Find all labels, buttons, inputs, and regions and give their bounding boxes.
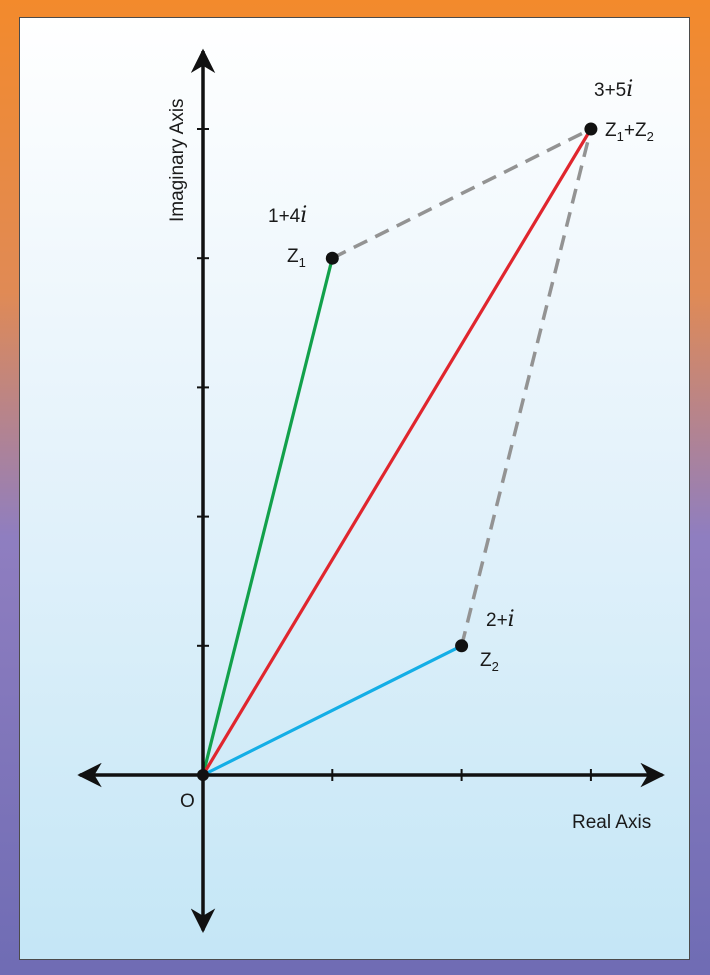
z1-letter: Z <box>287 246 299 267</box>
sum-imaginary-unit: i <box>626 77 633 102</box>
origin-label: O <box>180 791 195 812</box>
sum-value-number: 3+5 <box>594 80 626 101</box>
dashed-edge-z1-to-sum <box>331 127 592 260</box>
sum-letter-a: Z <box>605 120 617 141</box>
sum-letter-b: Z <box>635 120 647 141</box>
z1-value-label: 1+4i <box>268 203 307 228</box>
z2-value-number: 2+ <box>486 610 508 631</box>
dashed-edge-z2-to-sum <box>459 128 593 647</box>
z2-subscript: 2 <box>492 659 499 674</box>
point-z1 <box>325 251 339 265</box>
z1-value-number: 1+4 <box>268 206 301 227</box>
sum-name-label: Z1+Z2 <box>605 120 654 144</box>
z1-subscript: 1 <box>299 255 306 270</box>
z1-imaginary-unit: i <box>300 203 307 228</box>
z2-imaginary-unit: i <box>508 607 515 632</box>
vector-z2 <box>202 644 463 777</box>
origin-point <box>197 769 209 781</box>
vector-z1 <box>201 257 334 776</box>
real-axis-label: Real Axis <box>572 812 651 833</box>
z2-name-label: Z2 <box>480 650 499 674</box>
axis-ticks <box>197 128 592 781</box>
points <box>197 122 598 781</box>
parallelogram-dashed-edges <box>331 127 593 647</box>
axes <box>77 48 665 933</box>
z2-value-label: 2+i <box>486 607 515 632</box>
sum-value-label: 3+5i <box>594 77 633 102</box>
imaginary-axis-label: Imaginary Axis <box>167 98 188 222</box>
point-z2 <box>455 639 469 653</box>
vector-lines <box>201 128 593 777</box>
vector-sum <box>201 128 593 776</box>
z2-letter: Z <box>480 650 492 671</box>
z1-name-label: Z1 <box>287 246 306 270</box>
sum-subscript-a: 1 <box>617 129 624 144</box>
sum-plus: + <box>624 120 635 141</box>
point-sum <box>584 122 598 136</box>
sum-subscript-b: 2 <box>647 129 654 144</box>
